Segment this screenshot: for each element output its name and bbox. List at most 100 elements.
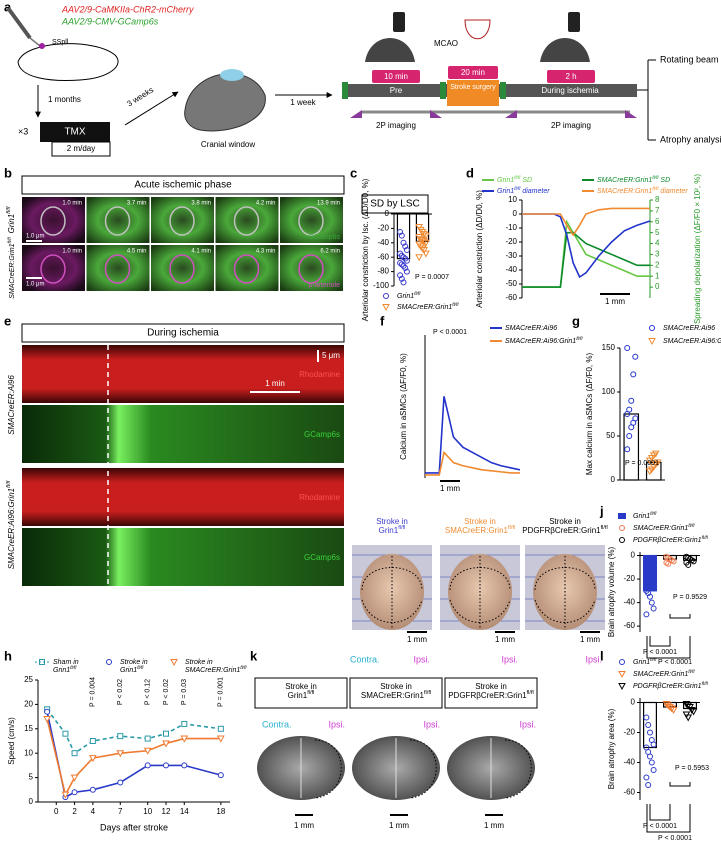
label: 2P imaging: [376, 121, 416, 130]
label: Stroke in SMACreER:Grin1fl/fl: [445, 517, 515, 535]
y-tick-label: 10: [24, 748, 33, 757]
label: Rhodamine: [299, 370, 340, 379]
y-tick-label: 0: [631, 698, 636, 707]
point: [416, 236, 425, 244]
point: [397, 229, 404, 235]
label: Rotating beam test: [660, 54, 721, 64]
point: [626, 433, 633, 439]
y-tick-label: -40: [623, 598, 635, 607]
point: [687, 707, 696, 715]
annotation: P = 0.001: [218, 677, 225, 707]
legend-label: Sham in Grin1fl/fl: [53, 659, 79, 674]
y-tick-label: -20: [623, 574, 635, 583]
label: 3 weeks: [125, 85, 155, 108]
panel-letter: f: [380, 313, 385, 328]
point: [116, 750, 125, 758]
point: [422, 232, 430, 240]
legend-label: Grin1fl/fl: [633, 657, 657, 666]
label: 20 min: [461, 68, 485, 77]
point: [618, 671, 626, 679]
point: [684, 702, 693, 710]
header-box: [254, 677, 348, 709]
label: 1 mm: [495, 635, 515, 644]
x-tick-label: 10: [143, 807, 152, 816]
mouse: [540, 38, 590, 62]
legend-label: Grin1fl/fl diameter: [497, 186, 550, 195]
legend-label: SMACreER:Grin1fl/fl SD: [597, 175, 670, 184]
panel-letter: d: [466, 165, 474, 180]
label: 1.0 min: [62, 201, 82, 207]
y2-axis-label: Spreading depolarization (ΔF/F0 × 10², %…: [693, 174, 702, 324]
point: [398, 275, 405, 282]
point: [71, 750, 78, 757]
point: [181, 720, 188, 727]
y-tick-label: -80: [377, 267, 389, 276]
label: SMACreER:Grin1fl/fl: [7, 236, 16, 298]
point: [397, 272, 404, 279]
point: [71, 789, 78, 796]
point: [403, 247, 410, 253]
label: MCAO: [434, 39, 458, 48]
point: [144, 762, 151, 769]
point: [39, 659, 45, 665]
label: 2 h: [565, 72, 576, 81]
marker: [500, 82, 506, 99]
y-tick-label: 0: [631, 551, 636, 560]
label: During ischemia: [541, 86, 599, 95]
label: Ipsi.: [328, 719, 345, 729]
legend-label: SMACreER:Ai96: [663, 325, 715, 332]
panel-letter: e: [4, 313, 11, 328]
point: [398, 261, 405, 268]
label: 1.0 μm: [26, 282, 44, 288]
label: 4.5 min: [127, 249, 147, 255]
outline: [314, 739, 342, 799]
label: Stroke in PDGFRβCreER:Grin1fl/fl: [448, 682, 534, 700]
needle: [29, 37, 41, 47]
y-tick-label: -20: [623, 728, 635, 737]
point: [402, 265, 409, 271]
y2-tick-label: 5: [655, 228, 660, 237]
series-line: [46, 708, 221, 755]
x-axis-label: Days after stroke: [100, 822, 168, 832]
panel-letter: a: [4, 0, 12, 14]
point: [181, 762, 188, 769]
point: [163, 730, 169, 737]
label: 5 μm: [322, 351, 340, 360]
series-line: [46, 718, 221, 797]
point: [643, 774, 650, 781]
point: [667, 705, 676, 713]
legend-label: SMACreER:Grin1fl/fl: [633, 669, 695, 678]
mouse: [184, 73, 266, 132]
panel-letter: b: [4, 165, 12, 180]
legend-label: SMACreER:Grin1fl/fl diameter: [597, 186, 688, 195]
linescan: [22, 468, 344, 526]
point: [398, 252, 405, 259]
y-tick-label: 10: [508, 195, 517, 204]
label: Ipsi.: [423, 719, 440, 729]
y-tick-label: -50: [505, 279, 517, 288]
label: Stroke in Grin1fl/fl: [285, 682, 317, 700]
label: Stroke in PDGFRβCreER:Grin1fl/fl: [522, 517, 608, 535]
bracket: [669, 782, 691, 787]
label: During ischemia: [147, 328, 219, 339]
marker: [350, 110, 362, 118]
y-tick-label: -40: [623, 758, 635, 767]
y-tick-label: -100: [373, 281, 390, 290]
label: 1.0 μm: [26, 234, 44, 240]
point: [647, 593, 653, 600]
y-tick-label: 150: [602, 343, 616, 352]
legend-label: Grin1fl/fl SD: [497, 175, 532, 184]
label: Stroke in Grin1fl/fl: [376, 517, 408, 535]
duration-box: [448, 66, 498, 79]
label: SSpll: [52, 39, 69, 46]
outline: [449, 556, 511, 628]
point: [650, 585, 657, 592]
point: [89, 738, 96, 744]
label: AAV2/9-CMV-GCamp6s: [61, 16, 159, 26]
point: [643, 564, 650, 571]
label: 1 mm: [440, 484, 460, 493]
y2-tick-label: 7: [655, 206, 660, 215]
marker: [342, 82, 348, 99]
legend-label: SMACreER:Ai96:Grin1fl/fl: [505, 336, 583, 345]
label: 4.2 min: [256, 201, 276, 207]
